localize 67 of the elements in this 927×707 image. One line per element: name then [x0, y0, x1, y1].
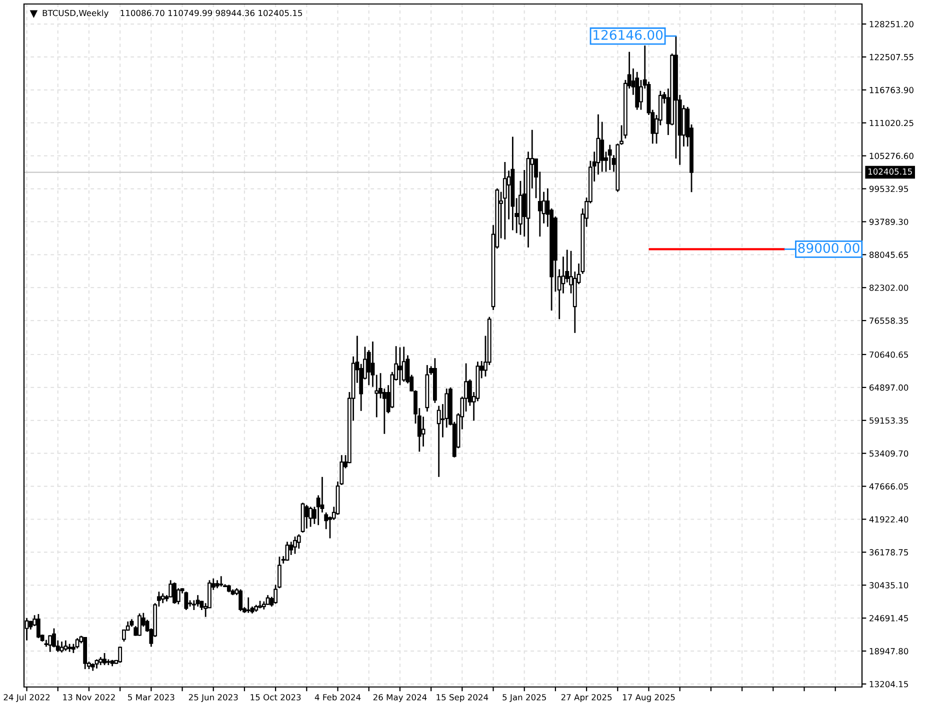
candlestick — [48, 634, 52, 653]
candlestick — [172, 582, 176, 604]
x-tick-label: 27 Apr 2025 — [561, 694, 612, 702]
y-tick-label: 93789.30 — [869, 218, 908, 225]
y-tick-label: 59153.35 — [870, 417, 908, 424]
y-tick-label: 70640.65 — [870, 351, 908, 358]
y-tick-label: 105276.60 — [870, 152, 914, 160]
x-tick-label: 4 Feb 2024 — [314, 694, 361, 700]
x-tick-label: 26 May 2024 — [373, 694, 427, 702]
y-tick-label: 41922.40 — [869, 516, 908, 523]
y-tick-label: 24691.45 — [870, 615, 908, 622]
annotation: 89000.00 — [798, 243, 860, 254]
y-tick-label: 64897.00 — [870, 384, 908, 391]
y-tick-label: 99532.95 — [869, 186, 908, 192]
candlestick — [285, 541, 290, 562]
x-tick-label: 25 Jun 2023 — [188, 694, 238, 702]
candlestick — [238, 588, 243, 612]
candlestick — [502, 161, 507, 240]
x-tick-label: 5 Jan 2025 — [502, 694, 546, 702]
candlestick — [402, 346, 406, 382]
candlestick — [64, 640, 68, 652]
x-tick-label: 13 Nov 2022 — [63, 694, 115, 700]
candlestick — [246, 596, 250, 614]
candlestick — [436, 405, 441, 478]
y-tick-label: 36178.75 — [870, 549, 908, 556]
y-tick-label: 116763.90 — [870, 86, 914, 94]
ref-line-label: 102405.15 — [868, 168, 912, 175]
candlestick — [196, 594, 200, 608]
candlestick — [160, 592, 165, 604]
candlestick — [138, 612, 142, 637]
candlestick — [600, 121, 604, 172]
y-tick-label: 47666.05 — [869, 483, 908, 490]
candlestick — [60, 640, 64, 654]
candlestick — [293, 536, 297, 554]
candlestick — [308, 506, 313, 528]
y-tick-label: 76558.35 — [870, 318, 908, 324]
y-tick-label: 111020.25 — [870, 120, 914, 126]
y-tick-label: 53409.70 — [870, 450, 908, 457]
candlestick — [94, 658, 99, 670]
candlestick — [398, 346, 402, 386]
candlestick — [52, 628, 56, 648]
text: BTCUSD,Weekly — [42, 10, 108, 18]
candlestick — [118, 646, 122, 664]
candlestick — [102, 652, 106, 666]
candlestick — [184, 590, 188, 611]
x-tick-label: 15 Oct 2023 — [250, 694, 301, 700]
x-tick-label: 5 Mar 2023 — [128, 694, 174, 700]
candlestick — [266, 594, 270, 606]
candlestick — [122, 628, 126, 642]
annotation: 126146.00 — [594, 30, 663, 40]
y-tick-label: 128251.20 — [870, 20, 914, 28]
y-tick-label: 88045.65 — [870, 252, 908, 258]
x-tick-label: 17 Aug 2025 — [622, 694, 675, 702]
x-tick-label: 15 Sep 2024 — [436, 694, 488, 702]
candlestick — [75, 637, 80, 650]
candlestick — [36, 613, 40, 639]
candlestick — [421, 416, 426, 448]
y-tick-label: 82302.00 — [870, 284, 908, 291]
x-tick-label: 24 Jul 2022 — [4, 694, 50, 702]
text: 110086.70 110749.99 98944.36 102405.15 — [120, 10, 302, 16]
candlestick — [608, 144, 612, 171]
candlestick — [304, 504, 309, 530]
y-tick-label: 122507.55 — [870, 54, 914, 60]
y-tick-label: 30435.10 — [870, 582, 908, 588]
y-tick-label: 18947.80 — [870, 648, 908, 654]
candlestick — [219, 575, 224, 588]
y-tick-label: 13204.15 — [870, 680, 908, 688]
